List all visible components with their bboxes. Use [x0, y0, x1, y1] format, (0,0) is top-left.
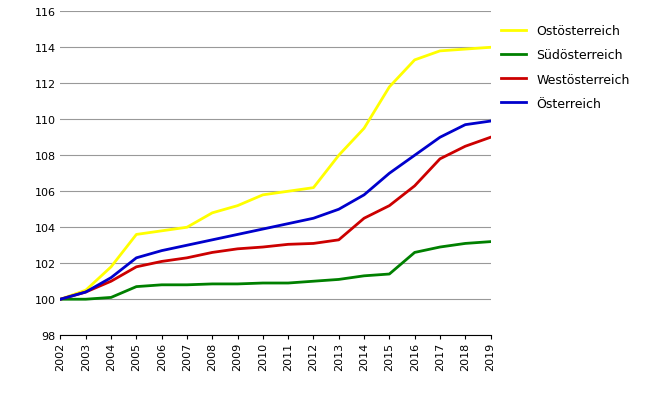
Ostösterreich: [284, 189, 292, 194]
Österreich: [360, 193, 368, 198]
Ostösterreich: [234, 204, 242, 209]
Südösterreich: [436, 245, 444, 250]
Südösterreich: [487, 240, 495, 245]
Westösterreich: [183, 256, 191, 261]
Westösterreich: [82, 290, 90, 295]
Österreich: [132, 256, 140, 261]
Ostösterreich: [158, 229, 166, 234]
Südösterreich: [360, 274, 368, 279]
Westösterreich: [234, 247, 242, 252]
Südösterreich: [309, 279, 317, 284]
Ostösterreich: [487, 46, 495, 51]
Südösterreich: [132, 284, 140, 289]
Westösterreich: [284, 242, 292, 247]
Westösterreich: [56, 297, 65, 302]
Ostösterreich: [360, 126, 368, 131]
Westösterreich: [208, 250, 216, 255]
Österreich: [56, 297, 65, 302]
Ostösterreich: [259, 193, 267, 198]
Westösterreich: [360, 216, 368, 221]
Österreich: [385, 171, 393, 176]
Legend: Ostösterreich, Südösterreich, Westösterreich, Österreich: Ostösterreich, Südösterreich, Westösterr…: [501, 25, 630, 110]
Westösterreich: [461, 144, 469, 149]
Südösterreich: [411, 250, 419, 255]
Südösterreich: [335, 277, 343, 282]
Südösterreich: [208, 282, 216, 287]
Ostösterreich: [461, 47, 469, 52]
Ostösterreich: [335, 153, 343, 158]
Line: Ostösterreich: Ostösterreich: [60, 48, 491, 299]
Südösterreich: [284, 281, 292, 286]
Ostösterreich: [107, 265, 115, 270]
Ostösterreich: [208, 211, 216, 216]
Südösterreich: [234, 282, 242, 287]
Line: Westösterreich: Westösterreich: [60, 138, 491, 299]
Westösterreich: [436, 157, 444, 162]
Westösterreich: [309, 241, 317, 246]
Ostösterreich: [132, 232, 140, 237]
Westösterreich: [158, 259, 166, 264]
Österreich: [208, 238, 216, 243]
Österreich: [335, 207, 343, 212]
Ostösterreich: [183, 225, 191, 230]
Südösterreich: [82, 297, 90, 302]
Österreich: [309, 216, 317, 221]
Österreich: [461, 123, 469, 128]
Ostösterreich: [309, 186, 317, 191]
Westösterreich: [335, 238, 343, 243]
Westösterreich: [132, 265, 140, 270]
Südösterreich: [259, 281, 267, 286]
Ostösterreich: [411, 58, 419, 63]
Südösterreich: [107, 295, 115, 300]
Österreich: [436, 135, 444, 140]
Ostösterreich: [436, 49, 444, 54]
Österreich: [284, 222, 292, 227]
Südösterreich: [461, 241, 469, 246]
Südösterreich: [183, 283, 191, 288]
Line: Südösterreich: Südösterreich: [60, 242, 491, 299]
Südösterreich: [385, 272, 393, 277]
Westösterreich: [411, 184, 419, 189]
Line: Österreich: Österreich: [60, 122, 491, 299]
Südösterreich: [158, 283, 166, 288]
Westösterreich: [107, 279, 115, 284]
Österreich: [82, 290, 90, 295]
Westösterreich: [487, 135, 495, 140]
Ostösterreich: [385, 85, 393, 90]
Österreich: [158, 249, 166, 254]
Österreich: [487, 119, 495, 124]
Österreich: [411, 153, 419, 158]
Ostösterreich: [82, 288, 90, 293]
Südösterreich: [56, 297, 65, 302]
Österreich: [183, 243, 191, 248]
Westösterreich: [259, 245, 267, 250]
Ostösterreich: [56, 297, 65, 302]
Österreich: [234, 232, 242, 237]
Westösterreich: [385, 204, 393, 209]
Österreich: [259, 227, 267, 232]
Österreich: [107, 276, 115, 281]
